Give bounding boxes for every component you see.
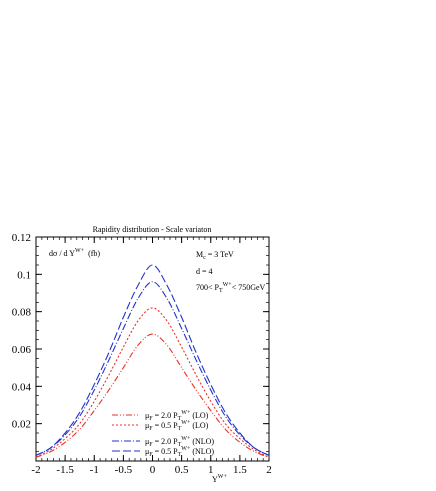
x-tick-label: -1 — [90, 464, 99, 476]
x-axis-label: YW+ — [212, 474, 227, 484]
y-tick-label: 0.06 — [12, 344, 32, 356]
x-tick-label: 1 — [208, 464, 214, 476]
x-tick-label: -1.5 — [56, 464, 74, 476]
series-line-2 — [35, 307, 270, 458]
series-layer — [35, 264, 270, 458]
y-tick-label: 0.02 — [12, 419, 31, 431]
annotation-pt-cut: 700< PTW+< 750GeV — [196, 282, 266, 294]
y-axis-label: dσ / d YW+ (fb) — [49, 248, 100, 258]
annotation-dimension: d = 4 — [196, 267, 213, 276]
y-tick-label: 0.12 — [12, 232, 31, 244]
y-tick-label: 0.04 — [12, 381, 32, 393]
annotation-mass: Mc = 3 TeV — [196, 250, 234, 261]
series-line-3 — [35, 281, 270, 456]
series-line-1 — [35, 333, 270, 458]
legend-label: μF = 2.0 PTW+ (NLO) — [145, 436, 214, 448]
x-tick-label: 2 — [266, 464, 272, 476]
series-line-4 — [35, 264, 270, 456]
x-tick-label: -0.5 — [115, 464, 133, 476]
x-tick-label: -2 — [31, 464, 40, 476]
chart-title: Rapidity distribution - Scale variaton — [93, 225, 212, 234]
axis-ticks — [35, 236, 270, 462]
x-tick-label: 0 — [150, 464, 156, 476]
legend-label: μF = 0.5 PTW+ (NLO) — [145, 446, 214, 458]
x-tick-labels: -2 -1.5 -1 -0.5 0 0.5 1 1.5 2 — [31, 464, 271, 476]
y-tick-label: 0.08 — [12, 307, 32, 319]
legend-label: μF = 2.0 PTW+ (LO) — [145, 410, 209, 422]
legend-label: μF = 0.5 PTW+ (LO) — [145, 420, 209, 432]
y-tick-labels: 0.02 0.04 0.06 0.08 0.1 0.12 — [12, 232, 32, 431]
y-tick-label: 0.1 — [17, 269, 31, 281]
x-tick-label: 1.5 — [233, 464, 247, 476]
x-tick-label: 0.5 — [175, 464, 189, 476]
legend: μF = 2.0 PTW+ (LO)μF = 0.5 PTW+ (LO) μF =… — [112, 410, 214, 458]
